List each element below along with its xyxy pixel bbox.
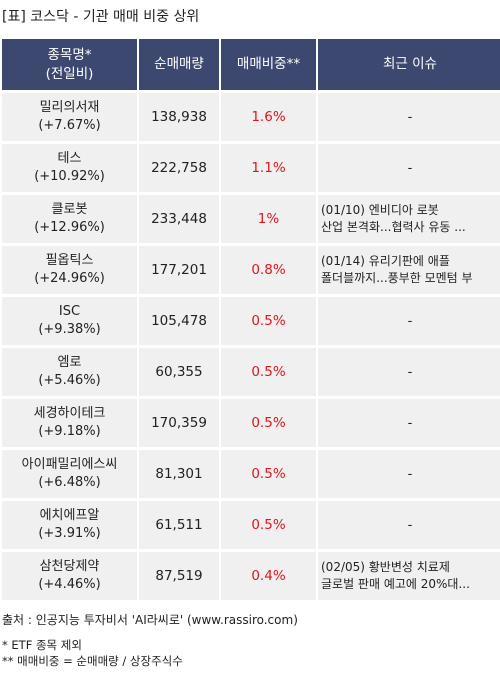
stock-change: (+10.92%) bbox=[34, 169, 105, 184]
stock-change: (+3.91%) bbox=[38, 526, 101, 541]
trade-ratio: 0.5% bbox=[221, 450, 316, 498]
issue-line2: 글로벌 판매 예고에 20%대... bbox=[321, 577, 470, 591]
stock-name-cell: 삼천당제약 (+4.46%) bbox=[2, 552, 137, 600]
net-volume: 170,359 bbox=[139, 399, 219, 447]
trade-ratio: 1.6% bbox=[221, 93, 316, 141]
stock-name-cell: 아이패밀리에스씨 (+6.48%) bbox=[2, 450, 137, 498]
trade-ratio: 0.5% bbox=[221, 348, 316, 396]
recent-issue: - bbox=[318, 450, 500, 498]
net-volume: 81,301 bbox=[139, 450, 219, 498]
trade-ratio: 0.5% bbox=[221, 297, 316, 345]
header-row: 종목명* (전일비) 순매매량 매매비중** 최근 이슈 bbox=[2, 39, 500, 90]
stock-name: 클로봇 bbox=[51, 202, 88, 217]
recent-issue: - bbox=[318, 297, 500, 345]
stock-name: 엠로 bbox=[57, 355, 82, 370]
trade-ratio: 0.5% bbox=[221, 399, 316, 447]
stock-name: 에치에프알 bbox=[39, 508, 100, 523]
stock-change: (+24.96%) bbox=[34, 271, 105, 286]
header-name-line1: 종목명* bbox=[47, 46, 92, 63]
stock-name-cell: 세경하이테크 (+9.18%) bbox=[2, 399, 137, 447]
header-issue: 최근 이슈 bbox=[318, 39, 500, 90]
header-name-line2: (전일비) bbox=[45, 65, 94, 82]
stock-name: 테스 bbox=[57, 151, 82, 166]
net-volume: 222,758 bbox=[139, 144, 219, 192]
stock-name-cell: 엠로 (+5.46%) bbox=[2, 348, 137, 396]
trade-ratio: 1% bbox=[221, 195, 316, 243]
stock-change: (+4.46%) bbox=[38, 577, 101, 592]
table-row: 테스 (+10.92%) 222,758 1.1% - bbox=[2, 144, 500, 192]
issue-line1: (01/14) 유리기판에 애플 bbox=[321, 254, 450, 268]
net-volume: 177,201 bbox=[139, 246, 219, 294]
stock-name: 밀리의서재 bbox=[39, 100, 100, 115]
stock-change: (+7.67%) bbox=[38, 118, 101, 133]
stock-name: 삼천당제약 bbox=[39, 559, 100, 574]
stock-name-cell: 밀리의서재 (+7.67%) bbox=[2, 93, 137, 141]
footnote-etf: * ETF 종목 제외 bbox=[2, 638, 82, 652]
recent-issue: (01/14) 유리기판에 애플 폴더블까지...풍부한 모멘텀 부 bbox=[318, 246, 500, 294]
net-volume: 60,355 bbox=[139, 348, 219, 396]
trade-ratio: 0.8% bbox=[221, 246, 316, 294]
trade-ratio: 0.5% bbox=[221, 501, 316, 549]
recent-issue: - bbox=[318, 399, 500, 447]
institution-trading-table: 종목명* (전일비) 순매매량 매매비중** 최근 이슈 밀리의서재 (+7.67%… bbox=[0, 36, 500, 603]
stock-name-cell: 클로봇 (+12.96%) bbox=[2, 195, 137, 243]
stock-name-cell: 테스 (+10.92%) bbox=[2, 144, 137, 192]
net-volume: 105,478 bbox=[139, 297, 219, 345]
stock-name: 필옵틱스 bbox=[45, 253, 94, 268]
recent-issue: (02/05) 황반변성 치료제 글로벌 판매 예고에 20%대... bbox=[318, 552, 500, 600]
table-row: 클로봇 (+12.96%) 233,448 1% (01/10) 엔비디아 로봇 산업 본… bbox=[2, 195, 500, 243]
stock-name-cell: 에치에프알 (+3.91%) bbox=[2, 501, 137, 549]
issue-line2: 폴더블까지...풍부한 모멘텀 부 bbox=[321, 271, 473, 285]
stock-name-cell: ISC (+9.38%) bbox=[2, 297, 137, 345]
issue-line1: (02/05) 황반변성 치료제 bbox=[321, 560, 450, 574]
footnote-ratio: ** 매매비중 = 순매매량 / 상장주식수 bbox=[2, 654, 183, 668]
recent-issue: - bbox=[318, 501, 500, 549]
stock-name: 아이패밀리에스씨 bbox=[21, 457, 118, 472]
table-row: ISC (+9.38%) 105,478 0.5% - bbox=[2, 297, 500, 345]
stock-change: (+5.46%) bbox=[38, 373, 101, 388]
stock-change: (+6.48%) bbox=[38, 475, 101, 490]
trade-ratio: 1.1% bbox=[221, 144, 316, 192]
stock-name: ISC bbox=[58, 304, 81, 319]
table-row: 아이패밀리에스씨 (+6.48%) 81,301 0.5% - bbox=[2, 450, 500, 498]
net-volume: 233,448 bbox=[139, 195, 219, 243]
table-body: 밀리의서재 (+7.67%) 138,938 1.6% - 테스 (+10.92%) 222,… bbox=[2, 93, 500, 600]
table-row: 세경하이테크 (+9.18%) 170,359 0.5% - bbox=[2, 399, 500, 447]
header-ratio: 매매비중** bbox=[221, 39, 316, 90]
header-volume: 순매매량 bbox=[139, 39, 219, 90]
net-volume: 138,938 bbox=[139, 93, 219, 141]
table-row: 엠로 (+5.46%) 60,355 0.5% - bbox=[2, 348, 500, 396]
stock-change: (+9.38%) bbox=[38, 322, 101, 337]
stock-name: 세경하이테크 bbox=[33, 406, 106, 421]
table-row: 삼천당제약 (+4.46%) 87,519 0.4% (02/05) 황반변성 치료제 … bbox=[2, 552, 500, 600]
recent-issue: - bbox=[318, 93, 500, 141]
stock-change: (+9.18%) bbox=[38, 424, 101, 439]
recent-issue: - bbox=[318, 348, 500, 396]
source-text: 출처 : 인공지능 투자비서 'AI라씨로' (www.rassiro.com) bbox=[2, 613, 298, 627]
header-name: 종목명* (전일비) bbox=[2, 39, 137, 90]
table-row: 밀리의서재 (+7.67%) 138,938 1.6% - bbox=[2, 93, 500, 141]
stock-change: (+12.96%) bbox=[34, 220, 105, 235]
table-row: 에치에프알 (+3.91%) 61,511 0.5% - bbox=[2, 501, 500, 549]
net-volume: 61,511 bbox=[139, 501, 219, 549]
stock-name-cell: 필옵틱스 (+24.96%) bbox=[2, 246, 137, 294]
recent-issue: - bbox=[318, 144, 500, 192]
issue-line2: 산업 본격화...협력사 유동 ... bbox=[321, 220, 466, 234]
net-volume: 87,519 bbox=[139, 552, 219, 600]
table-title: [표] 코스닥 - 기관 매매 비중 상위 bbox=[2, 9, 200, 25]
trade-ratio: 0.4% bbox=[221, 552, 316, 600]
issue-line1: (01/10) 엔비디아 로봇 bbox=[321, 203, 439, 217]
table-row: 필옵틱스 (+24.96%) 177,201 0.8% (01/14) 유리기판에 애플… bbox=[2, 246, 500, 294]
